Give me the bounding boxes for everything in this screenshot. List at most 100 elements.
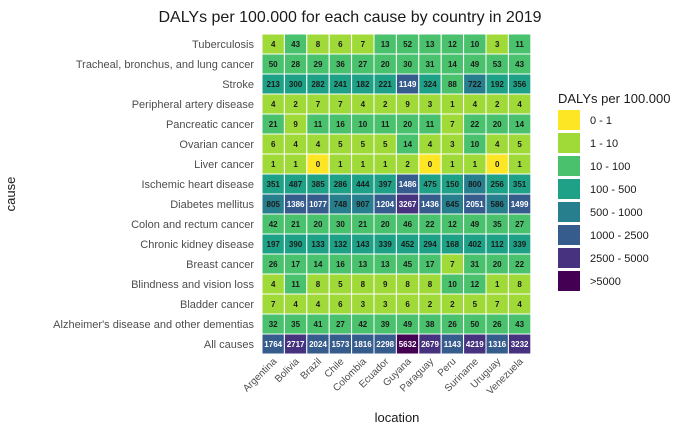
cell-value-label: 444 — [356, 180, 370, 189]
cell-value-label: 22 — [515, 260, 524, 269]
cell-value-label: 50 — [269, 60, 278, 69]
cell-value-label: 20 — [493, 120, 502, 129]
cell-value-label: 2051 — [466, 200, 484, 209]
cell-value-label: 4 — [271, 40, 276, 49]
cell-value-label: 20 — [381, 60, 390, 69]
cell-value-label: 4 — [495, 140, 500, 149]
y-tick-labels: Tuberculosis Tracheal, bronchus, and lung… — [53, 39, 254, 351]
cell-value-label: 11 — [314, 120, 323, 129]
cell-value-label: 7 — [316, 100, 321, 109]
cell-value-label: 4 — [473, 100, 478, 109]
cell-value-label: 241 — [334, 80, 348, 89]
cell-value-label: 9 — [293, 120, 298, 129]
cell-value-label: 11 — [291, 280, 300, 289]
cell-value-label: 32 — [269, 320, 278, 329]
cell-value-label: 12 — [470, 280, 479, 289]
cell-value-label: 9 — [383, 280, 388, 289]
cell-value-label: 53 — [493, 60, 502, 69]
cell-value-label: 43 — [515, 320, 524, 329]
cell-value-label: 8 — [316, 40, 321, 49]
cell-value-label: 390 — [289, 240, 303, 249]
cell-value-label: 1 — [473, 160, 478, 169]
cell-value-label: 213 — [267, 80, 281, 89]
y-tick-label: Bladder cancer — [180, 299, 254, 311]
cell-value-label: 5632 — [399, 340, 417, 349]
cell-value-label: 26 — [493, 320, 502, 329]
cell-value-label: 0 — [495, 160, 500, 169]
cell-value-label: 1 — [383, 160, 388, 169]
cell-value-label: 13 — [358, 260, 367, 269]
cell-value-label: 805 — [267, 200, 281, 209]
cell-value-label: 12 — [448, 220, 457, 229]
cell-value-label: 49 — [403, 320, 412, 329]
cell-value-label: 28 — [291, 60, 300, 69]
legend-label: 2500 - 5000 — [590, 253, 649, 265]
x-tick-labels: ArgentinaBoliviaBrazilChileColombiaEcuad… — [241, 356, 526, 397]
cell-value-label: 30 — [403, 60, 412, 69]
y-tick-label: Pancreatic cancer — [166, 119, 254, 131]
cell-value-label: 294 — [423, 240, 437, 249]
legend-swatch — [558, 202, 580, 222]
cell-value-label: 0 — [316, 160, 321, 169]
cell-value-label: 1816 — [354, 340, 372, 349]
cell-value-label: 3 — [361, 300, 366, 309]
cell-value-label: 21 — [358, 220, 367, 229]
cell-value-label: 1204 — [376, 200, 394, 209]
cell-value-label: 8 — [316, 280, 321, 289]
cell-value-label: 1316 — [488, 340, 506, 349]
cell-value-label: 22 — [426, 220, 435, 229]
cell-value-label: 20 — [381, 220, 390, 229]
cell-value-label: 38 — [426, 320, 435, 329]
cell-value-label: 8 — [361, 280, 366, 289]
y-tick-label: Tracheal, bronchus, and lung cancer — [76, 59, 254, 71]
cell-value-label: 132 — [334, 240, 348, 249]
cell-value-label: 35 — [493, 220, 502, 229]
cell-value-label: 4 — [271, 280, 276, 289]
cell-value-label: 1143 — [444, 340, 462, 349]
cell-value-label: 3267 — [399, 200, 417, 209]
cell-value-label: 14 — [448, 60, 457, 69]
cell-value-label: 17 — [426, 260, 435, 269]
cell-value-label: 402 — [468, 240, 482, 249]
cell-value-label: 12 — [448, 40, 457, 49]
cell-value-label: 339 — [379, 240, 393, 249]
cell-value-label: 1764 — [264, 340, 282, 349]
cell-value-label: 8 — [428, 280, 433, 289]
cell-value-label: 14 — [515, 120, 524, 129]
legend-swatch — [558, 225, 580, 245]
cell-value-label: 748 — [334, 200, 348, 209]
cell-value-label: 7 — [271, 300, 276, 309]
cell-value-label: 30 — [336, 220, 345, 229]
cell-value-label: 39 — [381, 320, 390, 329]
cell-value-label: 586 — [491, 200, 505, 209]
legend-label: 1000 - 2500 — [590, 230, 649, 242]
cell-value-label: 46 — [403, 220, 412, 229]
cell-value-label: 385 — [311, 180, 325, 189]
cell-value-label: 31 — [470, 260, 479, 269]
y-tick-label: Peripheral artery disease — [132, 99, 254, 111]
cell-value-label: 5 — [517, 140, 522, 149]
cell-value-label: 16 — [336, 120, 345, 129]
cell-value-label: 4 — [428, 140, 433, 149]
cell-value-label: 2 — [428, 300, 433, 309]
cell-value-label: 2298 — [376, 340, 394, 349]
cell-value-label: 6 — [271, 140, 276, 149]
cell-value-label: 6 — [338, 300, 343, 309]
cell-value-label: 1077 — [309, 200, 327, 209]
cell-value-label: 7 — [450, 120, 455, 129]
cell-value-label: 1573 — [332, 340, 350, 349]
cell-value-label: 11 — [381, 120, 390, 129]
cell-value-label: 21 — [291, 220, 300, 229]
cell-value-label: 17 — [291, 260, 300, 269]
cell-value-label: 21 — [269, 120, 278, 129]
y-tick-label: Liver cancer — [194, 159, 254, 171]
cell-value-label: 2 — [383, 100, 388, 109]
cell-value-label: 256 — [491, 180, 505, 189]
cell-value-label: 20 — [493, 260, 502, 269]
cell-value-label: 5 — [473, 300, 478, 309]
cell-value-label: 4 — [293, 140, 298, 149]
cell-value-label: 300 — [289, 80, 303, 89]
cell-value-label: 2 — [405, 160, 410, 169]
cell-value-label: 397 — [379, 180, 393, 189]
cell-value-label: 1 — [450, 100, 455, 109]
